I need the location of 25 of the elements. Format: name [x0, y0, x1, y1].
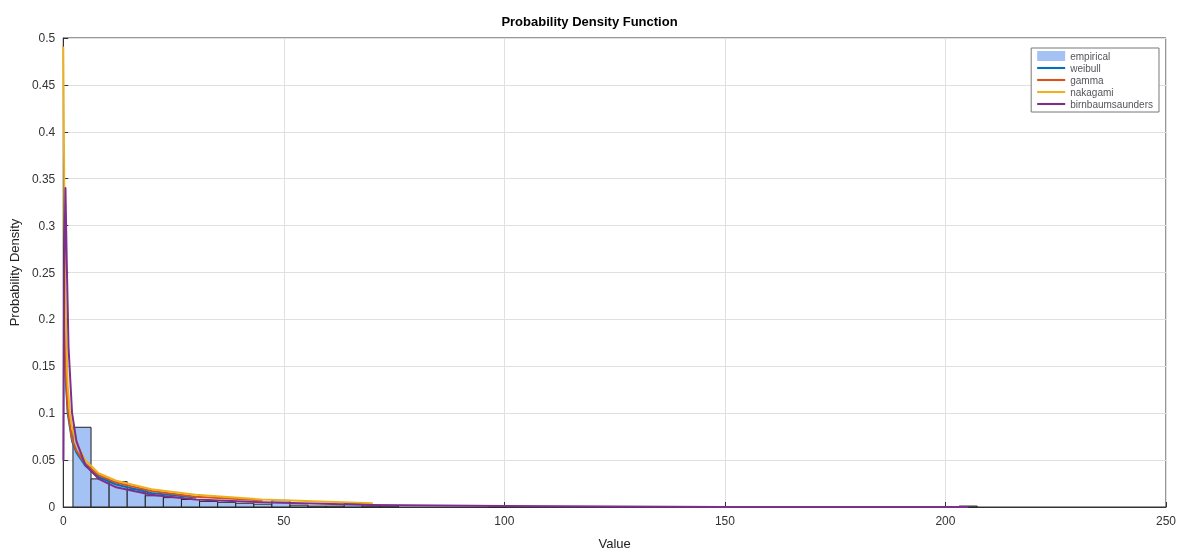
y-tick-label: 0.4 [38, 124, 56, 139]
legend-label: empirical [1070, 50, 1111, 62]
y-tick-label: 0.3 [38, 218, 56, 233]
y-tick-label: 0 [48, 500, 56, 514]
x-tick-label: 100 [494, 514, 515, 528]
x-axis-title: Value [598, 536, 631, 551]
y-tick-label: 0.45 [31, 77, 56, 92]
legend-label: nakagami [1070, 86, 1114, 98]
x-tick-label: 200 [935, 514, 956, 528]
y-tick-label: 0.35 [31, 171, 56, 186]
y-tick-label: 0.1 [38, 406, 56, 421]
x-tick-label: 150 [714, 514, 736, 528]
legend-label: birnbaumsaunders [1070, 98, 1153, 110]
y-tick-label: 0.05 [31, 453, 56, 468]
legend-label: gamma [1070, 74, 1104, 86]
x-tick-label: 50 [277, 514, 291, 528]
y-axis-title: Probability Density [7, 218, 22, 327]
y-tick-label: 0.2 [38, 312, 56, 327]
chart-title: Probability Density Function [501, 14, 678, 29]
x-tick-label: 250 [1155, 514, 1177, 528]
legend-label: weibull [1069, 62, 1101, 74]
x-tick-label: 0 [59, 514, 67, 528]
y-tick-label: 0.5 [38, 31, 56, 45]
y-tick-label: 0.25 [31, 265, 56, 280]
y-tick-label: 0.15 [31, 359, 56, 374]
